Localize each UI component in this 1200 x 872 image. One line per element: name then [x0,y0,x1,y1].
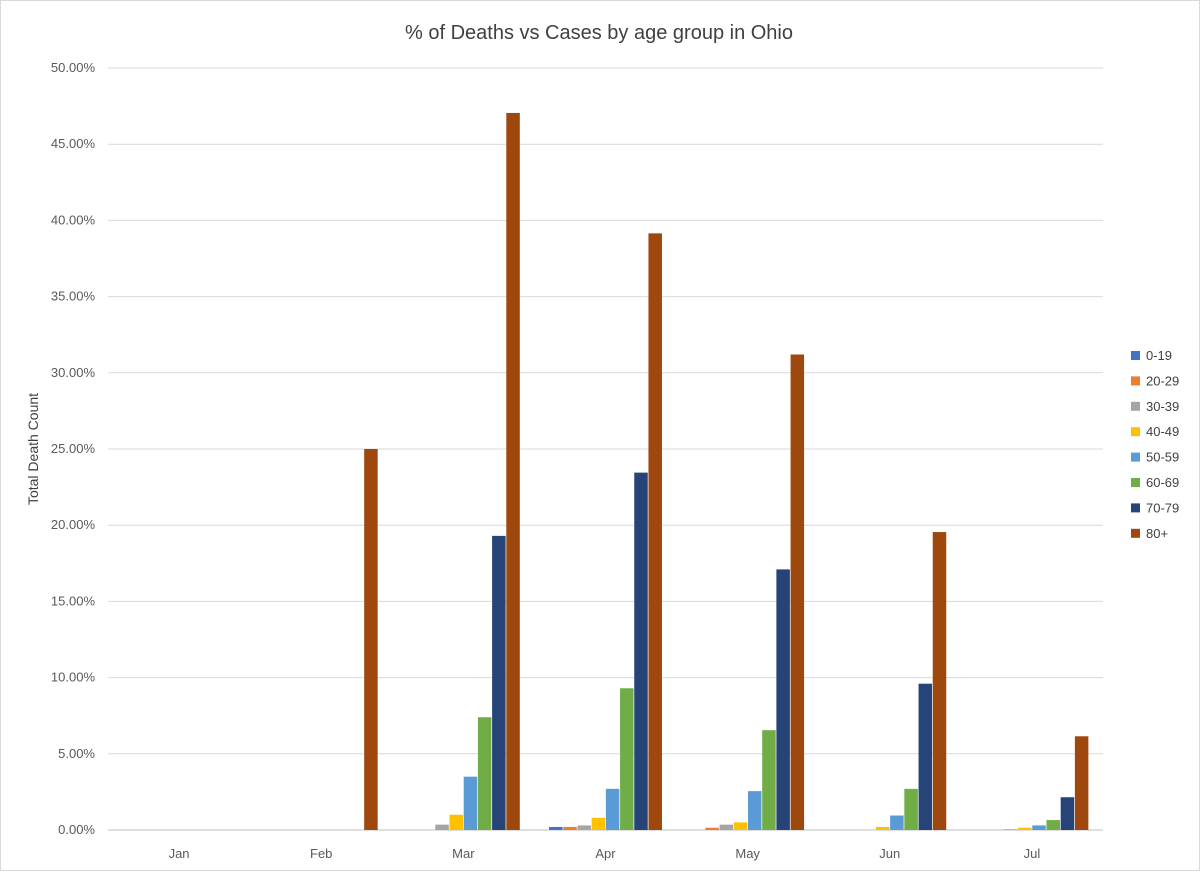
y-tick-label: 10.00% [51,670,96,685]
gridlines [108,67,1103,831]
bar-apr-60-69 [620,688,634,830]
y-tick-label: 5.00% [58,746,95,761]
bar-jun-80plus [932,532,947,830]
bar-may-70-79 [776,569,790,830]
bar-mar-60-69 [477,717,492,830]
y-axis-title: Total Death Count [25,393,41,505]
legend-label: 30-39 [1146,399,1179,414]
bar-jun-40-49 [875,826,890,830]
legend-swatch [1131,401,1140,411]
y-tick-label: 50.00% [51,60,96,75]
bar-jul-40-49 [1018,827,1032,830]
bar-apr-80plus [648,233,662,830]
bar-jul-50-59 [1032,825,1046,830]
y-axis-tick-labels: 0.00% 5.00% 10.00% 15.00% 20.00% 25.00% 30.00%… [51,60,96,837]
bar-jul-30-39 [1003,829,1018,830]
bar-may-40-49 [733,822,748,830]
bar-apr-40-49 [591,817,606,830]
legend-swatch [1131,427,1140,437]
legend-label: 0-19 [1146,348,1172,363]
bar-series [364,112,1089,830]
legend-label: 60-69 [1146,475,1179,490]
bar-may-60-69 [762,730,776,830]
bar-apr-20-29 [563,826,577,830]
x-tick-label: Jun [879,846,900,861]
bar-mar-30-39 [435,824,449,830]
bar-may-80plus [790,354,805,830]
legend-swatch [1131,376,1140,386]
legend-swatch [1131,351,1140,360]
bar-jun-60-69 [904,788,918,830]
bar-jul-60-69 [1046,820,1060,830]
chart-title: % of Deaths vs Cases by age group in Ohi… [405,22,793,44]
legend-swatch [1131,528,1140,538]
x-axis-tick-labels: Jan Feb Mar Apr May Jun Jul [169,846,1041,861]
bar-feb-80plus [364,449,378,830]
bar-jun-50-59 [890,815,904,830]
legend-swatch [1131,478,1140,487]
y-tick-label: 0.00% [58,822,95,837]
y-tick-label: 45.00% [51,136,96,151]
legend-label: 80+ [1146,526,1168,541]
bar-jul-80plus [1074,736,1089,830]
legend-label: 70-79 [1146,500,1179,515]
legend-label: 40-49 [1146,424,1179,439]
legend-label: 50-59 [1146,450,1179,465]
bar-mar-50-59 [463,776,478,830]
legend: 0-19 20-29 30-39 40-49 50-59 60-69 70-79 80+ [1131,348,1179,541]
x-tick-label: Feb [310,846,332,861]
x-tick-label: Jan [169,846,190,861]
x-tick-label: Mar [452,846,475,861]
bar-mar-80plus [506,112,520,830]
bar-may-50-59 [747,791,762,830]
y-tick-label: 35.00% [51,289,96,304]
x-tick-label: Jul [1024,846,1041,861]
bar-apr-0-19 [549,826,563,830]
y-tick-label: 20.00% [51,517,96,532]
y-tick-label: 15.00% [51,593,96,608]
legend-swatch [1131,452,1140,462]
y-tick-label: 40.00% [51,212,96,227]
bar-mar-70-79 [492,535,506,830]
bar-may-30-39 [719,824,734,830]
bar-jul-70-79 [1060,797,1075,830]
bar-may-20-29 [705,827,719,830]
y-tick-label: 25.00% [51,441,96,456]
bar-apr-70-79 [634,472,648,830]
bar-jun-70-79 [918,683,933,830]
legend-swatch [1131,503,1140,513]
x-tick-label: May [735,846,760,861]
bar-apr-30-39 [577,825,591,830]
x-tick-label: Apr [595,846,616,861]
legend-label: 20-29 [1146,373,1179,388]
bar-apr-50-59 [605,788,620,830]
y-tick-label: 30.00% [51,365,96,380]
bar-mar-40-49 [449,814,464,830]
